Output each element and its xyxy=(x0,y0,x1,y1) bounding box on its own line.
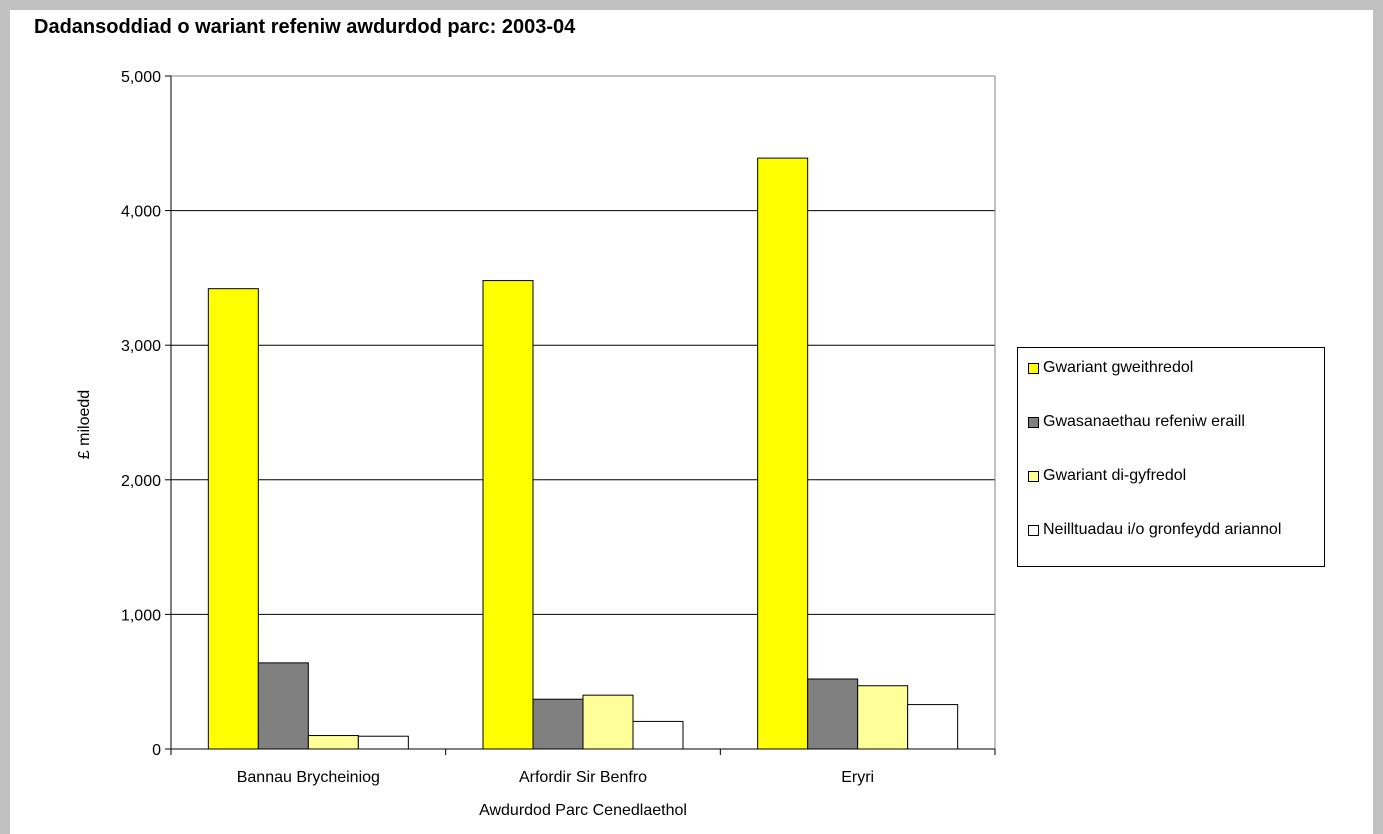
y-tick-label: 3,000 xyxy=(121,338,161,355)
chart-title: Dadansoddiad o wariant refeniw awdurdod … xyxy=(34,16,576,38)
plot-area xyxy=(171,76,995,749)
legend-label: Gwariant gweithredol xyxy=(1043,359,1194,376)
bar xyxy=(907,704,959,750)
bar xyxy=(482,280,534,750)
x-axis-label: Awdurdod Parc Cenedlaethol xyxy=(479,802,687,819)
y-tick-label: 4,000 xyxy=(121,204,161,221)
bar xyxy=(807,678,859,750)
bar xyxy=(307,735,359,750)
bar xyxy=(582,694,634,750)
chart-frame: Dadansoddiad o wariant refeniw awdurdod … xyxy=(10,10,1373,834)
chart-legend: Gwariant gweithredol Gwasanaethau refeniw… xyxy=(1017,347,1325,567)
legend-swatch xyxy=(1028,471,1039,482)
y-tick-label: 5,000 xyxy=(121,69,161,86)
legend-swatch xyxy=(1028,525,1039,536)
y-tick-label: 1,000 xyxy=(121,607,161,624)
bar xyxy=(207,288,259,750)
bar xyxy=(532,698,584,750)
x-tick-label: Eryri xyxy=(841,769,874,786)
legend-label: Gwasanaethau refeniw eraill xyxy=(1043,413,1245,430)
x-tick-label: Arfordir Sir Benfro xyxy=(519,769,647,786)
legend-label: Neilltuadau i/o gronfeydd ariannol xyxy=(1043,521,1282,538)
bar xyxy=(857,685,909,750)
bar xyxy=(632,720,684,750)
x-tick-label: Bannau Brycheiniog xyxy=(237,769,380,786)
y-tick-label: 0 xyxy=(152,742,161,759)
legend-label: Gwariant di-gyfredol xyxy=(1043,467,1187,484)
bar-chart: 0 1,000 2,000 3,000 4,000 5,000 Bannau Brychei… xyxy=(76,69,996,819)
bar xyxy=(357,735,409,750)
y-tick-label: 2,000 xyxy=(121,473,161,490)
bar xyxy=(757,157,809,750)
legend-swatch xyxy=(1028,417,1039,428)
bar xyxy=(257,662,309,750)
y-axis-label: £ miloedd xyxy=(76,390,93,459)
legend-swatch xyxy=(1028,363,1039,374)
